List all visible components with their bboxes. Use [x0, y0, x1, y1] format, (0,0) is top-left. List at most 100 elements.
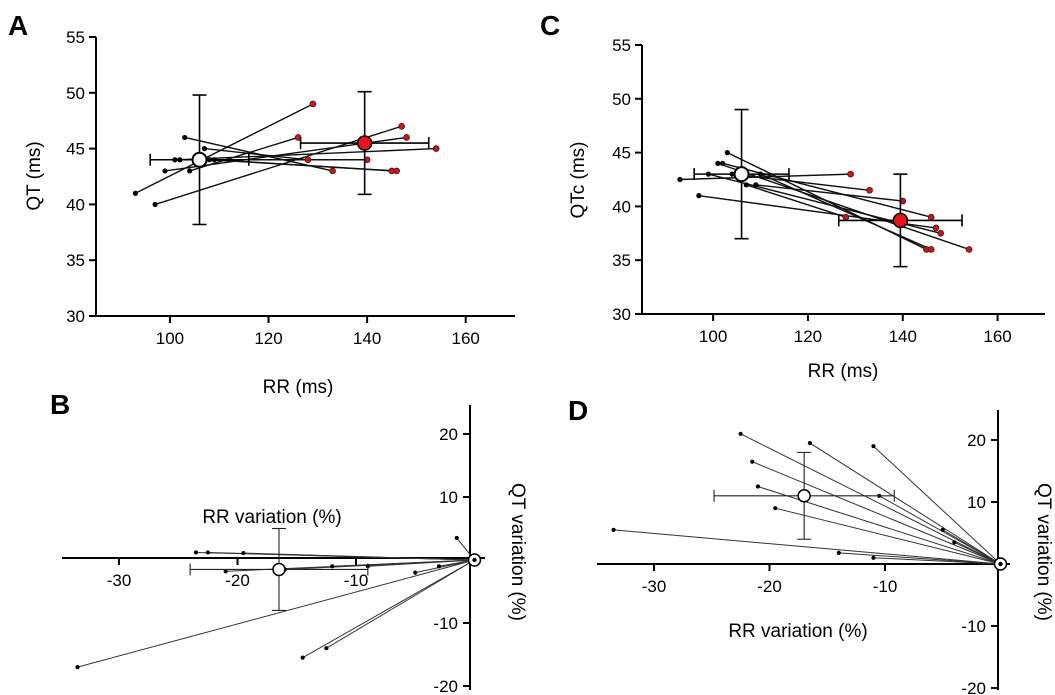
panel-a-xtick-label: 160 [452, 329, 480, 348]
variation-line [613, 529, 1001, 565]
baseline-point [187, 168, 193, 174]
treated-point [309, 100, 317, 108]
panel-b-marks [75, 527, 482, 670]
variation-point [836, 550, 841, 555]
panel-d-xtick-label: -30 [642, 577, 667, 596]
variation-point [952, 540, 957, 545]
treated-point [927, 246, 935, 253]
panel-a-xtick-label: 140 [353, 329, 381, 348]
variation-line [942, 529, 1001, 565]
panel-d-xtick-label: -20 [757, 577, 782, 596]
panel-a-marks [132, 90, 440, 226]
variation-line [873, 445, 1001, 565]
variation-line [367, 559, 475, 567]
panel-c-ytick-label: 50 [612, 90, 631, 109]
variation-point [193, 550, 199, 555]
treated-point [866, 186, 873, 194]
panel-c-axes [641, 45, 1045, 315]
treated-point [329, 167, 336, 175]
variation-line [243, 552, 475, 561]
baseline-point [152, 201, 158, 207]
baseline-point [182, 134, 188, 141]
paired-line [746, 184, 847, 218]
panel-c-ytick-label: 40 [612, 197, 631, 216]
panel-c-ytick-label: 45 [612, 144, 631, 163]
variation-line [809, 442, 1001, 565]
paired-line [755, 184, 903, 202]
panel-b-ytick-label: -20 [433, 677, 458, 695]
treated-point [388, 167, 396, 175]
panel-d-ytick-label: 10 [967, 493, 986, 512]
panel-d-ylabel: QT variation (%) [1033, 483, 1054, 621]
treated-point [932, 224, 940, 232]
variation-line [954, 541, 1001, 565]
variation-point [223, 569, 228, 574]
treated-point [927, 213, 935, 221]
panel-a-ytick-label: 40 [66, 195, 85, 214]
panel-b-ytick-label: 20 [439, 425, 458, 444]
panel-a-ytick-label: 35 [66, 251, 85, 270]
variation-point [454, 535, 459, 541]
variation-point [755, 484, 761, 489]
paired-line [722, 162, 932, 218]
panel-b-xlabel: RR variation (%) [202, 507, 341, 528]
panel-c-xtick-label: 140 [889, 327, 917, 346]
variation-point [330, 564, 335, 569]
variation-line [740, 433, 1001, 565]
panel-a-ytick-label: 45 [66, 140, 85, 159]
panel-c-xtick-label: 160 [983, 327, 1011, 346]
variation-line [302, 559, 475, 659]
panel-d-axes [597, 410, 1010, 690]
panel-label-a: A [8, 10, 28, 41]
panel-c-ylabel: QTc (ms) [568, 141, 589, 218]
treated-point [304, 156, 312, 164]
baseline-point [720, 160, 726, 166]
panel-a: A 100 120 140 160 30 35 40 45 50 55 RR (ms) QT (m… [8, 10, 515, 398]
variation-point [75, 665, 80, 670]
panel-a-xlabel: RR (ms) [263, 377, 334, 398]
baseline-point [201, 146, 208, 152]
variation-line [326, 559, 475, 649]
panel-a-ytick-label: 55 [66, 28, 85, 47]
panel-d-marks [611, 431, 1008, 571]
baseline-point [724, 150, 730, 156]
mean-after-marker [356, 135, 373, 151]
baseline-point [162, 168, 168, 174]
variation-point [773, 506, 778, 511]
panel-c-xlabel: RR (ms) [808, 361, 879, 382]
paired-line [214, 159, 392, 172]
mean-before-marker [191, 151, 208, 168]
paired-line [760, 173, 932, 251]
baseline-point [132, 190, 139, 196]
paired-line [135, 103, 314, 194]
panel-label-c: C [540, 10, 560, 41]
origin-dot [472, 557, 477, 563]
panel-d-xtick-label: -10 [873, 577, 898, 596]
paired-line [204, 147, 309, 161]
panel-c-xtick-label: 100 [699, 327, 727, 346]
variation-line [751, 461, 1001, 565]
baseline-point [677, 176, 683, 183]
panel-b-ticks: -30 -20 -10 -20 -10 10 20 [107, 425, 470, 695]
treated-point [403, 134, 410, 141]
mean-before-marker [733, 166, 750, 183]
variation-line [838, 552, 1001, 565]
panel-b: B -30 -20 -10 -20 -10 10 20 RR variation (%) Q… [50, 389, 528, 695]
variation-point [205, 550, 210, 555]
panel-c-ytick-label: 35 [612, 251, 631, 270]
paired-line [189, 136, 299, 172]
panel-d-ytick-label: -20 [961, 679, 986, 695]
baseline-point [696, 193, 702, 199]
panel-b-axes [62, 405, 485, 690]
variation-line [775, 507, 1001, 565]
panel-b-ytick-label: -10 [433, 614, 458, 633]
panel-d-ytick-label: -10 [961, 617, 986, 636]
variation-point [413, 570, 418, 575]
panel-a-ytick-label: 50 [66, 84, 85, 103]
panel-a-xtick-label: 120 [254, 329, 282, 348]
panel-b-ylabel: QT variation (%) [507, 483, 528, 621]
variation-point [436, 564, 442, 569]
mean-marker [272, 562, 286, 577]
variation-point [738, 431, 743, 436]
